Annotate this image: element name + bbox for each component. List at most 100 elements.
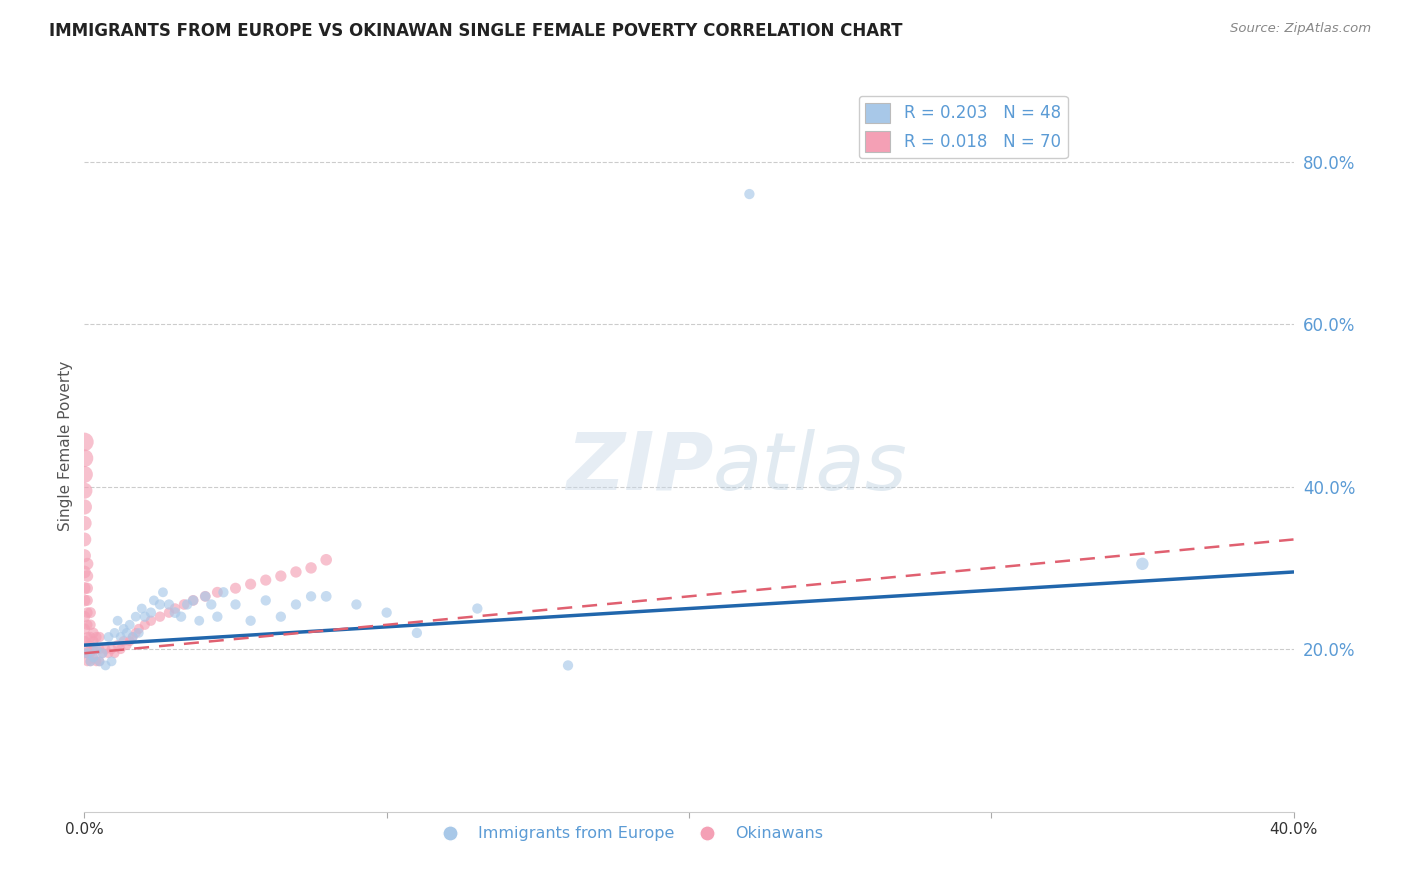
Point bbox=[181, 593, 204, 607]
Text: IMMIGRANTS FROM EUROPE VS OKINAWAN SINGLE FEMALE POVERTY CORRELATION CHART: IMMIGRANTS FROM EUROPE VS OKINAWAN SINGL… bbox=[49, 22, 903, 40]
Point bbox=[207, 585, 229, 599]
Point bbox=[73, 565, 96, 579]
Point bbox=[557, 658, 579, 673]
Point bbox=[73, 467, 96, 482]
Point bbox=[76, 630, 98, 644]
Point bbox=[79, 654, 101, 668]
Point bbox=[176, 598, 198, 612]
Point bbox=[86, 642, 108, 657]
Point bbox=[76, 581, 98, 595]
Point bbox=[91, 646, 114, 660]
Point bbox=[86, 642, 108, 657]
Point bbox=[112, 622, 135, 636]
Point bbox=[73, 549, 96, 563]
Point bbox=[104, 646, 127, 660]
Y-axis label: Single Female Poverty: Single Female Poverty bbox=[58, 361, 73, 531]
Text: Source: ZipAtlas.com: Source: ZipAtlas.com bbox=[1230, 22, 1371, 36]
Point bbox=[79, 606, 101, 620]
Point bbox=[82, 650, 104, 665]
Point bbox=[1130, 557, 1153, 571]
Point bbox=[200, 598, 222, 612]
Point bbox=[73, 609, 96, 624]
Point bbox=[76, 557, 98, 571]
Point bbox=[104, 626, 127, 640]
Point bbox=[73, 500, 96, 514]
Point bbox=[79, 617, 101, 632]
Point bbox=[76, 569, 98, 583]
Point bbox=[91, 646, 114, 660]
Point bbox=[79, 646, 101, 660]
Point bbox=[194, 590, 217, 604]
Point bbox=[97, 646, 120, 660]
Point bbox=[79, 638, 101, 652]
Point bbox=[149, 598, 172, 612]
Point bbox=[165, 601, 187, 615]
Point bbox=[73, 634, 96, 648]
Point bbox=[194, 590, 217, 604]
Point bbox=[76, 646, 98, 660]
Point bbox=[73, 646, 96, 660]
Point bbox=[254, 573, 277, 587]
Point bbox=[139, 606, 162, 620]
Point bbox=[270, 569, 292, 583]
Point bbox=[89, 654, 111, 668]
Point bbox=[73, 593, 96, 607]
Point bbox=[76, 593, 98, 607]
Point bbox=[375, 606, 398, 620]
Point bbox=[121, 630, 143, 644]
Point bbox=[110, 642, 132, 657]
Point bbox=[239, 614, 262, 628]
Point bbox=[170, 609, 193, 624]
Point bbox=[239, 577, 262, 591]
Point bbox=[128, 626, 150, 640]
Point bbox=[299, 561, 322, 575]
Legend: Immigrants from Europe, Okinawans: Immigrants from Europe, Okinawans bbox=[427, 820, 830, 847]
Point bbox=[118, 617, 141, 632]
Point bbox=[157, 598, 180, 612]
Point bbox=[285, 565, 308, 579]
Point bbox=[142, 593, 165, 607]
Point bbox=[738, 187, 761, 202]
Point bbox=[207, 609, 229, 624]
Point bbox=[73, 622, 96, 636]
Point bbox=[125, 626, 148, 640]
Point bbox=[82, 626, 104, 640]
Point bbox=[76, 646, 98, 660]
Point bbox=[165, 606, 187, 620]
Point bbox=[86, 654, 108, 668]
Point bbox=[94, 642, 117, 657]
Point bbox=[100, 654, 122, 668]
Text: ZIP: ZIP bbox=[565, 429, 713, 507]
Point bbox=[315, 553, 337, 567]
Point bbox=[139, 614, 162, 628]
Point bbox=[118, 634, 141, 648]
Point bbox=[76, 638, 98, 652]
Point bbox=[107, 638, 129, 652]
Point bbox=[73, 533, 96, 547]
Point bbox=[94, 658, 117, 673]
Text: atlas: atlas bbox=[713, 429, 908, 507]
Point bbox=[254, 593, 277, 607]
Point bbox=[225, 598, 247, 612]
Point bbox=[89, 630, 111, 644]
Point bbox=[89, 654, 111, 668]
Point bbox=[346, 598, 368, 612]
Point bbox=[121, 630, 143, 644]
Point bbox=[100, 642, 122, 657]
Point bbox=[134, 617, 156, 632]
Point bbox=[73, 451, 96, 466]
Point bbox=[79, 630, 101, 644]
Point bbox=[188, 614, 211, 628]
Point bbox=[152, 585, 174, 599]
Point bbox=[134, 609, 156, 624]
Point bbox=[73, 434, 96, 449]
Point bbox=[82, 650, 104, 665]
Point bbox=[299, 590, 322, 604]
Point bbox=[112, 634, 135, 648]
Point bbox=[125, 609, 148, 624]
Point bbox=[110, 630, 132, 644]
Point bbox=[181, 593, 204, 607]
Point bbox=[73, 581, 96, 595]
Point bbox=[79, 654, 101, 668]
Point bbox=[115, 638, 138, 652]
